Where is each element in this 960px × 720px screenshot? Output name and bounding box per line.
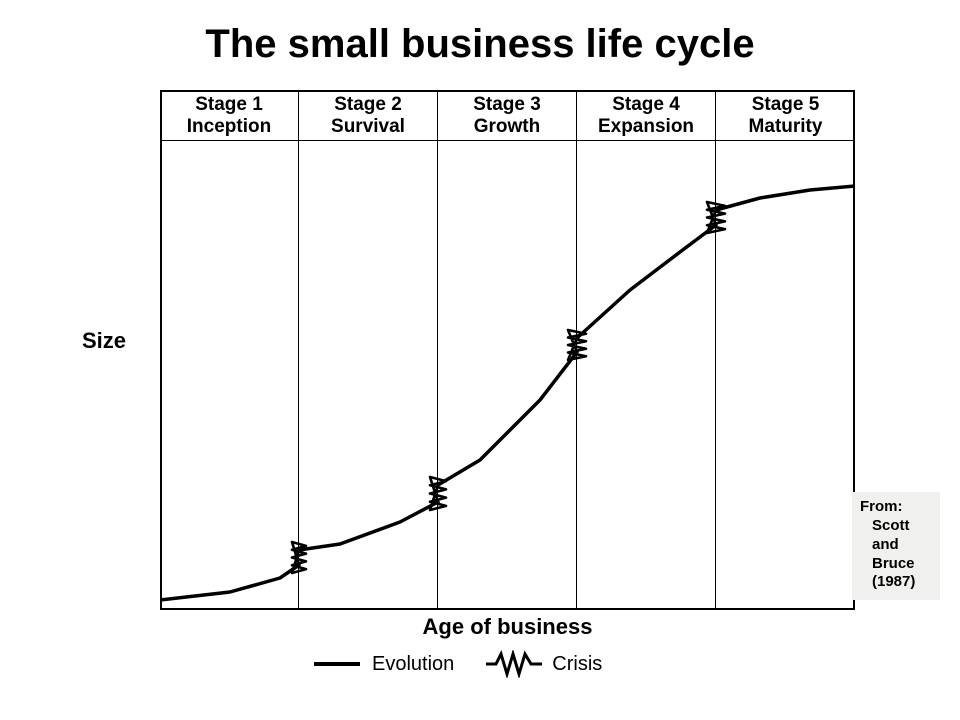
legend-crisis-label: Crisis <box>552 653 602 676</box>
crisis-marker <box>707 202 725 233</box>
legend: Evolution Crisis <box>310 650 602 678</box>
evolution-curve <box>160 565 299 600</box>
citation-line: (1987) <box>860 573 932 592</box>
legend-evolution-label: Evolution <box>372 653 454 676</box>
page-title: The small business life cycle <box>0 22 960 67</box>
y-axis-label: Size <box>82 328 126 354</box>
evolution-line-icon <box>310 654 364 674</box>
lifecycle-chart: Stage 1InceptionStage 2SurvivalStage 3Gr… <box>160 90 855 610</box>
curve-svg <box>160 90 855 610</box>
citation-box: From: Scott and Bruce (1987) <box>852 492 940 600</box>
citation-line: Bruce <box>860 555 932 574</box>
crisis-marker <box>292 542 306 573</box>
x-axis-label: Age of business <box>160 614 855 640</box>
citation-line: From: <box>860 498 932 517</box>
crisis-marker <box>430 477 446 510</box>
legend-crisis: Crisis <box>484 650 602 678</box>
citation-line: Scott <box>860 517 932 536</box>
crisis-marker <box>568 330 586 360</box>
crisis-zigzag-icon <box>484 650 544 678</box>
evolution-curve <box>716 186 855 210</box>
evolution-curve <box>438 352 577 485</box>
evolution-curve <box>577 225 716 338</box>
evolution-curve <box>299 502 438 550</box>
citation-line: and <box>860 536 932 555</box>
legend-evolution: Evolution <box>310 653 454 676</box>
